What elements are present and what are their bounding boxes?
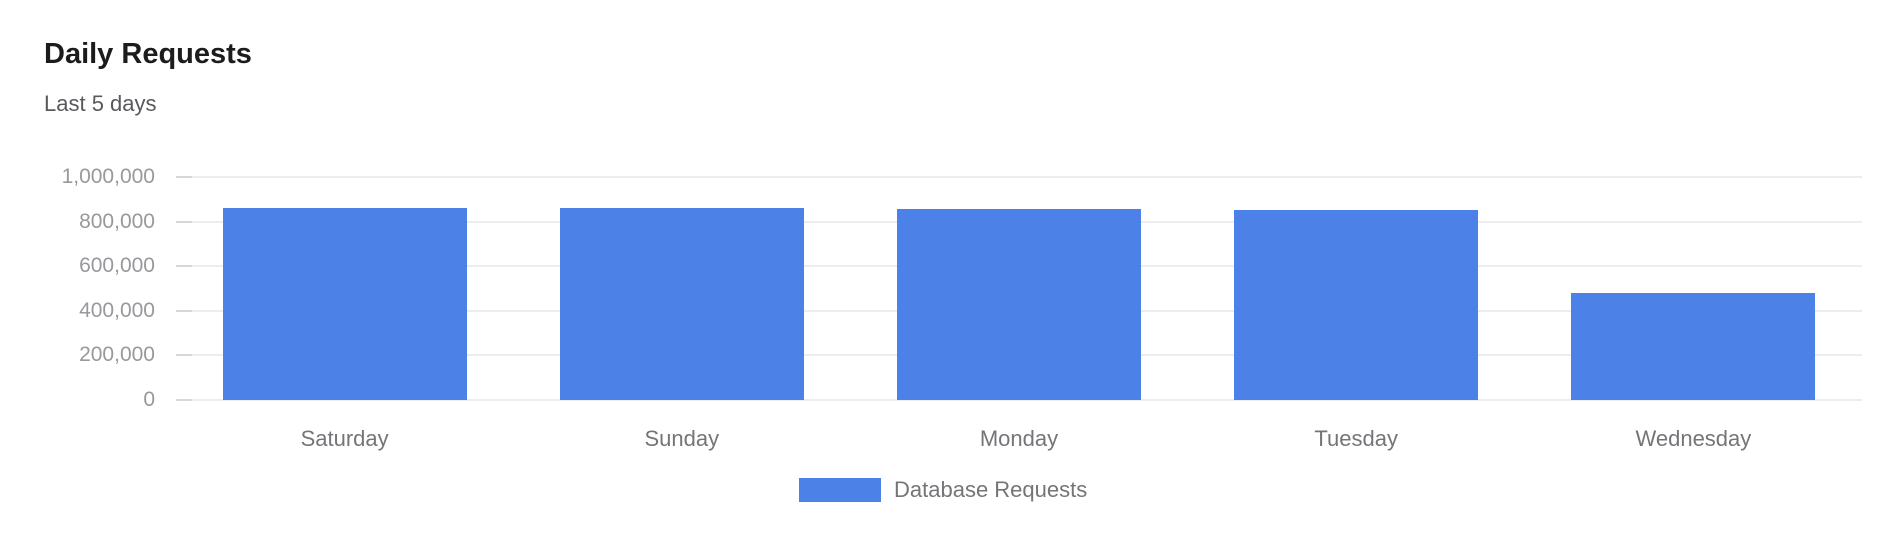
bar-sunday[interactable] (559, 208, 804, 400)
bar-tuesday[interactable] (1234, 209, 1479, 400)
x-label-wednesday: Wednesday (1635, 426, 1752, 451)
y-tick-label: 200,000 (79, 343, 155, 367)
bar-monday[interactable] (896, 208, 1142, 400)
legend-item-database-requests[interactable]: Database Requests (799, 478, 1087, 502)
y-tick-label: 400,000 (79, 298, 155, 322)
y-tick-label: 0 (143, 388, 155, 411)
y-tick-mark (176, 354, 192, 357)
y-tick-label: 1,000,000 (61, 165, 155, 188)
y-tick-mark (176, 176, 192, 178)
bar-saturday[interactable] (222, 207, 467, 400)
plot-area (176, 176, 1862, 401)
gridline-0 (176, 399, 1862, 401)
legend-label: Database Requests (894, 477, 1088, 502)
chart-subtitle: Last 5 days (44, 91, 157, 116)
y-tick-label: 600,000 (79, 254, 155, 278)
bar-wednesday[interactable] (1571, 292, 1816, 400)
x-label-tuesday: Tuesday (1314, 426, 1398, 451)
chart-title: Daily Requests (44, 38, 252, 70)
gridline-1000000 (176, 176, 1862, 178)
x-label-monday: Monday (979, 426, 1059, 451)
legend-swatch-icon (799, 478, 881, 502)
y-tick-mark (176, 399, 192, 401)
x-label-saturday: Saturday (300, 426, 389, 451)
y-tick-mark (176, 220, 192, 223)
x-label-sunday: Sunday (644, 426, 720, 451)
y-axis: 0 200,000 400,000 600,000 800,000 1,000,000 (0, 166, 155, 411)
y-tick-label: 800,000 (79, 209, 155, 233)
y-tick-mark (176, 309, 192, 312)
y-tick-mark (176, 265, 192, 268)
x-axis: Saturday Sunday Monday Tuesday Wednesday (176, 426, 1862, 456)
